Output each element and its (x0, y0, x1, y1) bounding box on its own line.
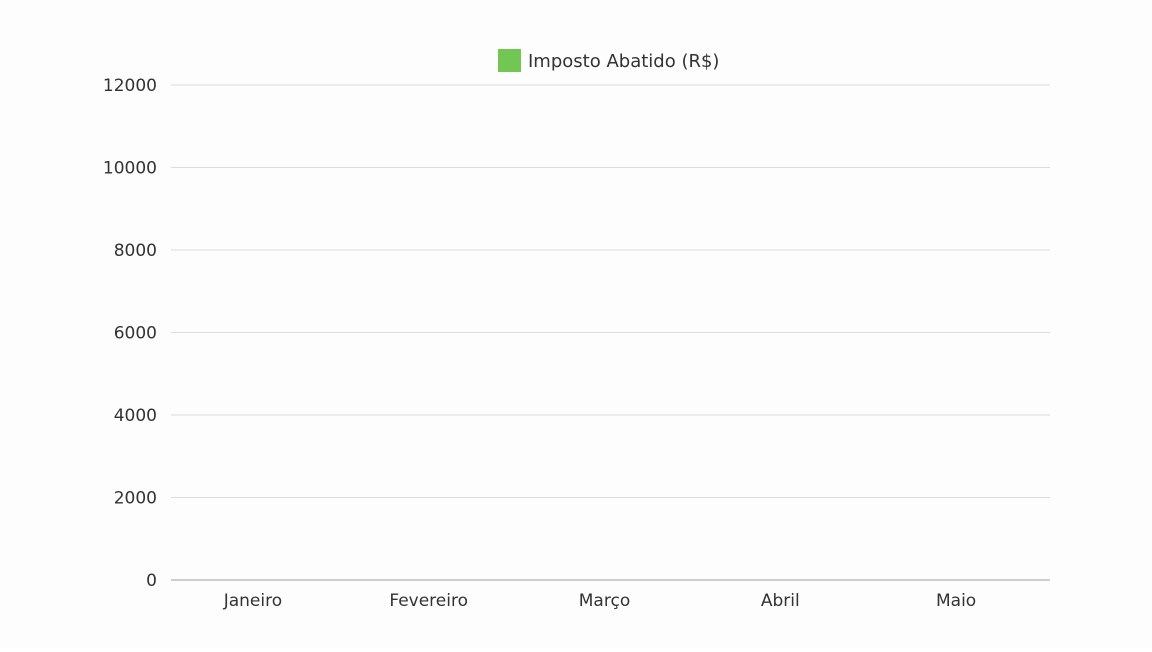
x-tick-label: Fevereiro (389, 591, 468, 611)
y-tick-label: 0 (146, 571, 157, 591)
y-tick-label: 10000 (103, 159, 157, 179)
legend-label[interactable]: Imposto Abatido (R$) (528, 51, 719, 72)
y-tick-label: 2000 (114, 489, 157, 509)
y-tick-label: 12000 (103, 76, 157, 96)
x-tick-label: Maio (936, 591, 976, 611)
y-tick-label: 8000 (114, 241, 157, 261)
axes: 0 2000 4000 6000 8000 10000 12000 Janeiro Fevere… (103, 76, 1050, 611)
legend-swatch[interactable] (498, 49, 521, 72)
x-tick-label: Março (579, 591, 630, 611)
legend[interactable]: Imposto Abatido (R$) (498, 49, 719, 72)
y-tick-label: 4000 (114, 406, 157, 426)
x-tick-label: Janeiro (223, 591, 282, 611)
x-tick-label: Abril (761, 591, 800, 611)
y-tick-label: 6000 (114, 324, 157, 344)
gridlines (171, 84, 1050, 498)
